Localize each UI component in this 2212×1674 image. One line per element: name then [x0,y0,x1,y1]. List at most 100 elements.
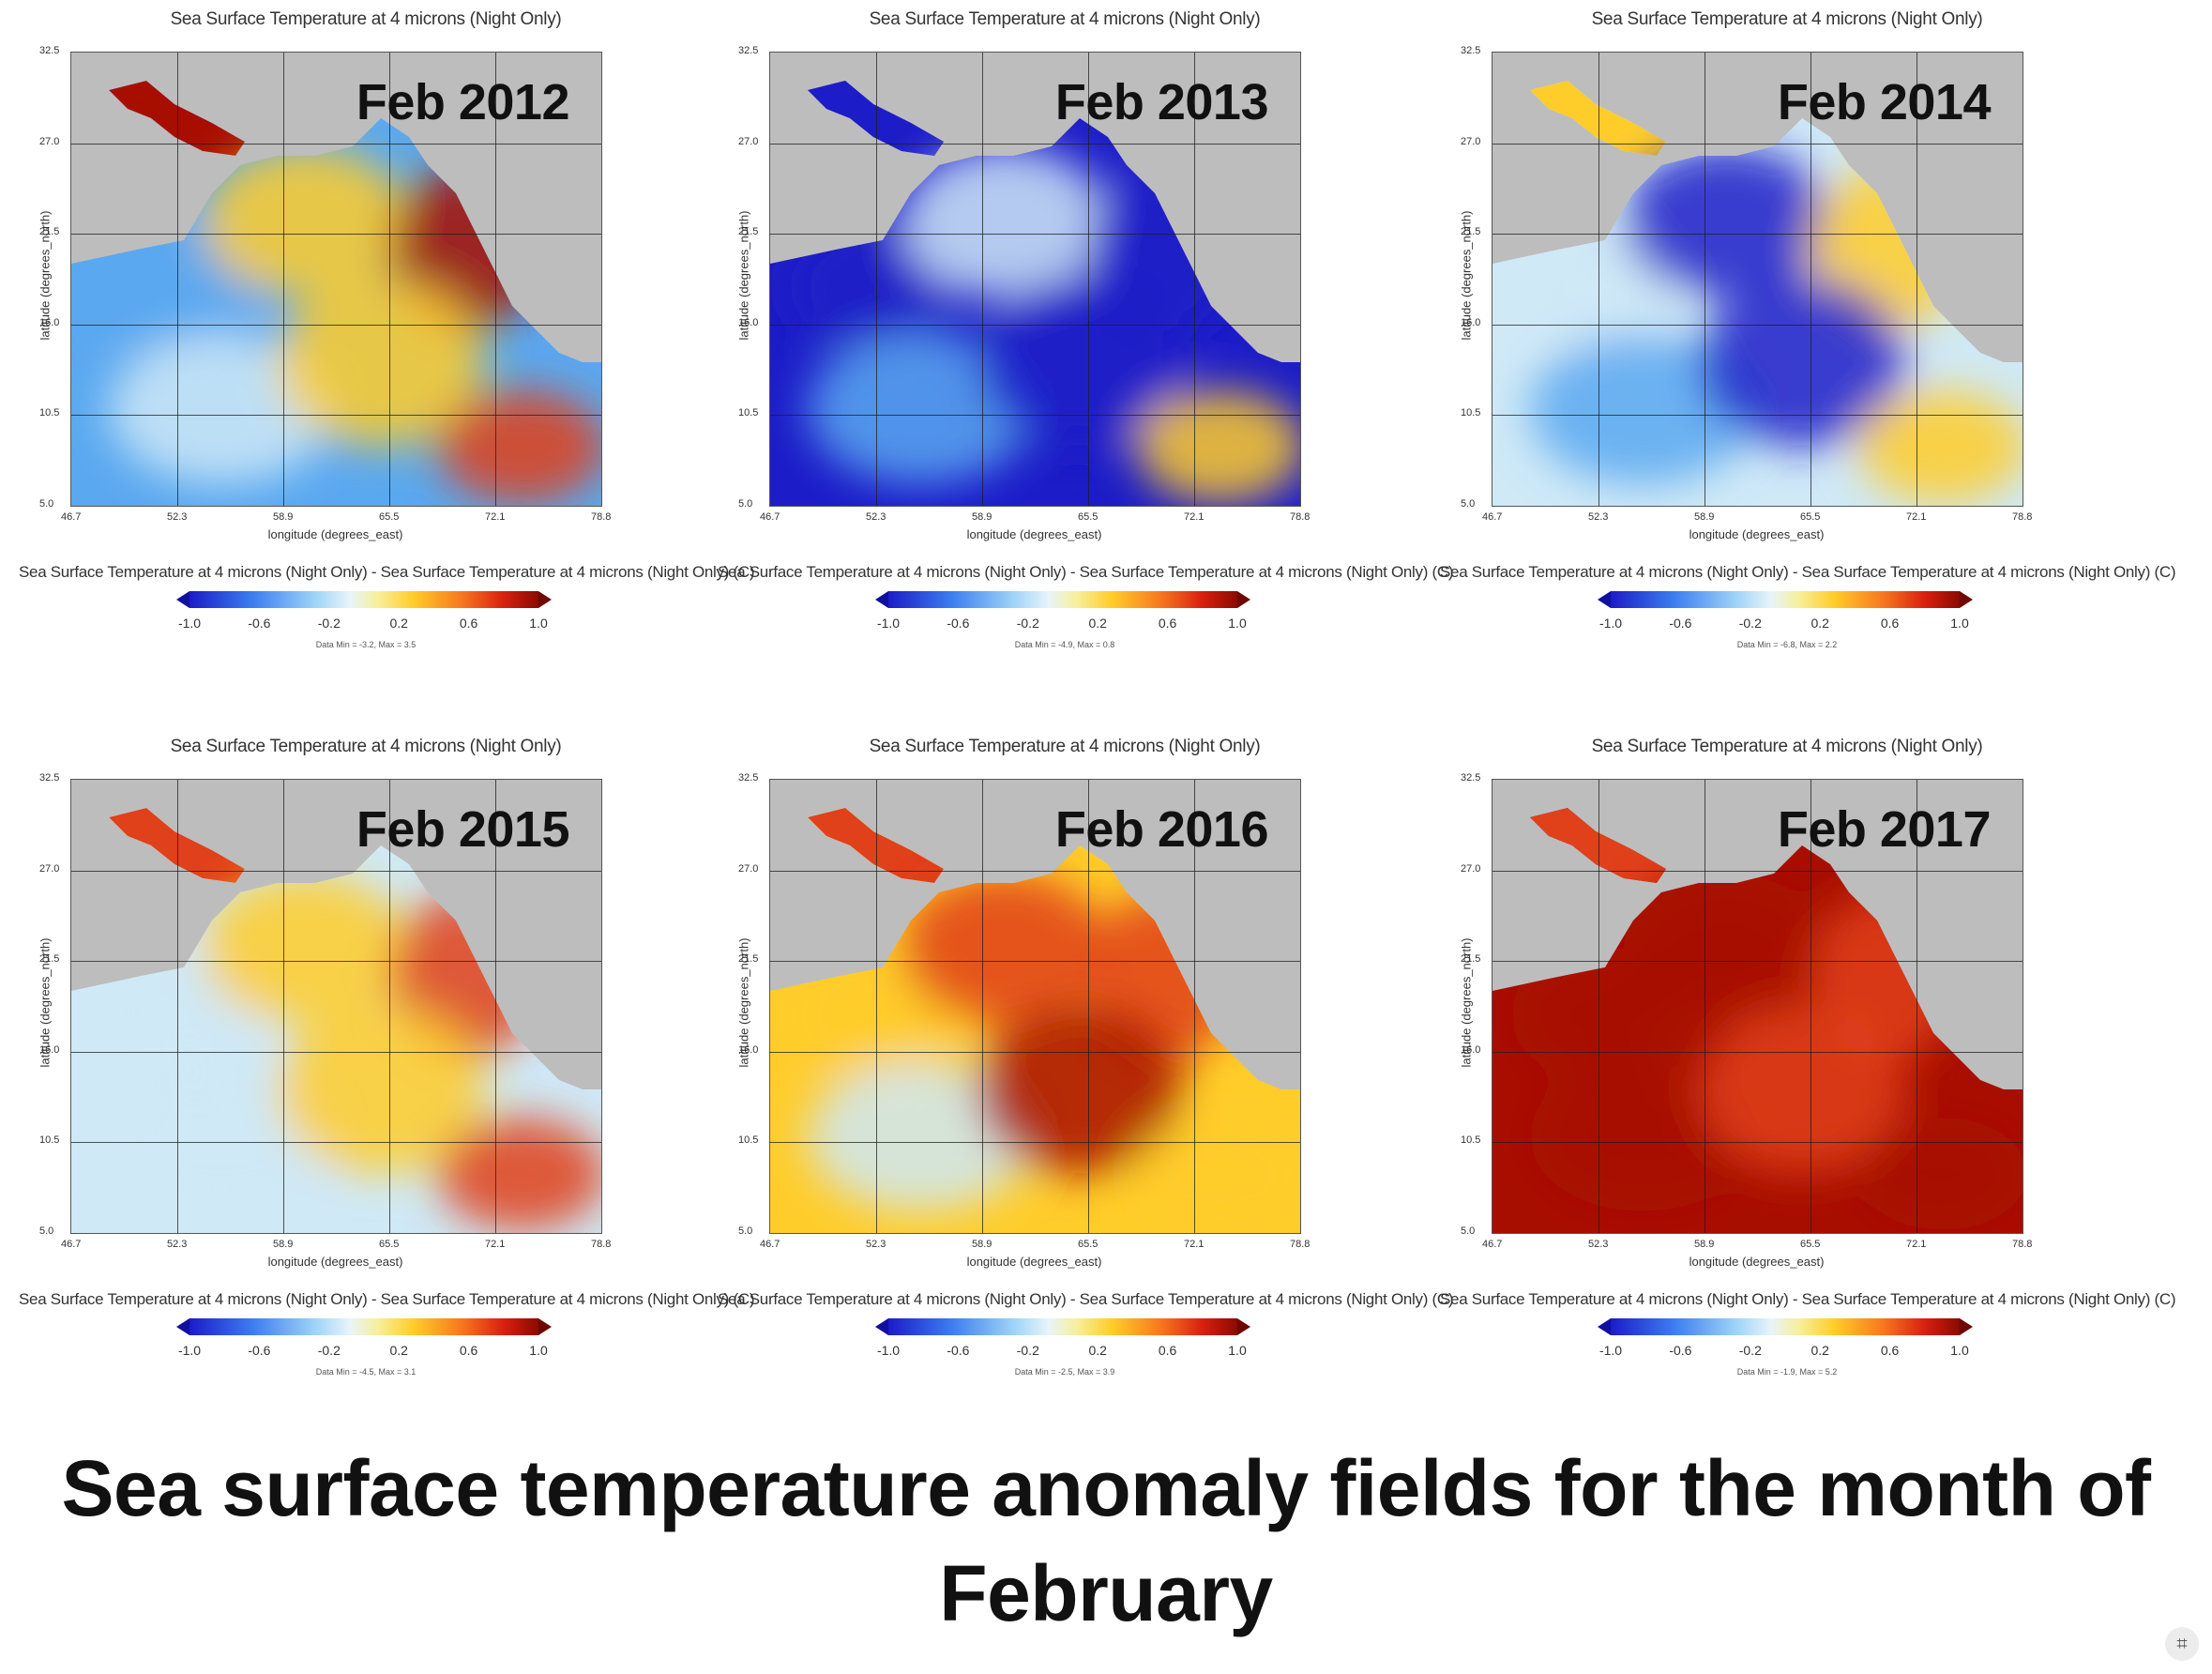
colorbar-tick-label: -1.0 [1598,616,1623,631]
gridline [1088,780,1089,1233]
lon-tick-label: 58.9 [972,1239,992,1250]
colorbar-gradient [1611,1318,1960,1335]
lat-tick-label: 5.0 [1461,1225,1476,1237]
lat-tick-label: 10.5 [1461,1134,1481,1147]
lat-tick-label: 21.5 [1461,226,1481,238]
persian-gulf-anomaly [808,808,944,883]
gridline [770,415,1300,417]
anomaly-patch [203,146,409,297]
lon-tick-label: 65.5 [1800,1239,1821,1250]
colorbar-tick-label: 0.2 [389,616,408,631]
lon-tick-label: 72.1 [1906,1239,1927,1250]
anomaly-patch [901,874,1108,1024]
sst-field [1492,808,2023,1233]
y-axis-label: latitude (degrees_north) [38,210,53,341]
y-axis-label: latitude (degrees_north) [736,937,751,1068]
map-title: Sea Surface Temperature at 4 microns (Ni… [1591,9,1983,29]
lon-tick-label: 65.5 [379,511,400,523]
map-panel: Sea Surface Temperature at 4 microns (Ni… [718,9,1453,685]
gridline [389,53,390,506]
colorbar-tick-label: -0.6 [947,1343,970,1358]
gridline [71,234,601,236]
anomaly-patch [1136,390,1300,503]
gridline [770,870,1300,872]
gridline [495,780,496,1233]
colorbar-min-arrow [176,591,189,608]
colorbar-tick-label: -1.0 [177,1343,202,1358]
text-scan-icon[interactable]: ⌗ [2165,1627,2199,1661]
lon-tick-label: 46.7 [1482,511,1503,523]
colorbar [176,589,552,610]
lat-tick-label: 10.5 [39,1134,60,1147]
colorbar [875,589,1250,610]
colorbar [176,1316,552,1337]
anomaly-patch [977,278,1183,447]
colorbar-min-arrow [176,1318,189,1335]
gridline [876,780,877,1233]
lon-tick-label: 65.5 [379,1239,400,1250]
colorbar [1598,589,1973,610]
anomaly-patch [1136,1118,1300,1230]
lat-tick-label: 21.5 [39,226,60,238]
anomaly-patch [1699,278,1905,447]
persian-gulf-anomaly [109,808,245,883]
lat-tick-label: 32.5 [1461,45,1481,56]
lon-tick-label: 58.9 [972,511,992,523]
colorbar-min-arrow [1598,591,1611,608]
colorbar-gradient [888,591,1237,608]
persian-gulf-anomaly [1530,81,1666,156]
gridline [770,234,1300,236]
colorbar-tick-label: 0.6 [459,1343,478,1358]
anomaly-patch [203,874,409,1024]
colorbar [875,1316,1250,1337]
lat-tick-label: 10.5 [738,1134,759,1147]
gridline [71,324,601,326]
map-title: Sea Surface Temperature at 4 microns (Ni… [869,9,1261,29]
lon-tick-label: 58.9 [273,511,294,523]
lon-tick-label: 46.7 [760,1239,780,1250]
persian-gulf-anomaly [1530,808,1666,883]
colorbar-max-arrow [538,1318,552,1335]
colorbar-title: Sea Surface Temperature at 4 microns (Ni… [19,1290,755,1308]
data-min-max: Data Min = -4.9, Max = 0.8 [1014,640,1115,649]
lat-tick-label: 21.5 [1461,953,1481,966]
gridline [71,961,601,963]
anomaly-patch [1699,1005,1905,1174]
colorbar-min-arrow [1598,1318,1611,1335]
lon-tick-label: 72.1 [485,1239,506,1250]
anomaly-patch [109,334,334,484]
colorbar-max-arrow [1237,1318,1250,1335]
caption-line-2: February [939,1549,1273,1637]
lat-tick-label: 32.5 [39,45,60,56]
colorbar-tick-label: -1.0 [876,616,901,631]
colorbar-tick-label: -0.2 [1738,1343,1762,1358]
gridline [283,780,284,1233]
colorbar-tick-label: 0.6 [1158,616,1177,631]
lat-tick-label: 16.0 [738,316,759,328]
gridline [1492,415,2023,417]
map-panel: Sea Surface Temperature at 4 microns (Ni… [19,737,755,1412]
colorbar-tick-label: -0.6 [248,1343,271,1358]
sst-anomaly-map: Feb 2013 [769,52,1301,507]
gridline [177,780,178,1233]
x-axis-label: longitude (degrees_east) [267,527,403,541]
colorbar-gradient [189,1318,538,1335]
anomaly-patch [109,1061,334,1211]
colorbar-tick-label: -0.6 [248,616,271,631]
gridline [876,53,877,506]
gridline [1492,324,2023,326]
anomaly-patch [808,334,1033,484]
gridline [770,961,1300,963]
sst-field [1492,81,2023,506]
lon-tick-label: 46.7 [760,511,780,523]
gridline [71,1051,601,1053]
colorbar-tick-label: 1.0 [529,1343,548,1358]
colorbar [1598,1316,1973,1337]
anomaly-patch [1858,390,2023,503]
caption-line-1: Sea surface temperature anomaly fields f… [61,1444,2151,1532]
lon-tick-label: 52.3 [1588,511,1609,523]
data-min-max: Data Min = -2.5, Max = 3.9 [1014,1367,1115,1377]
anomaly-patch [278,278,484,447]
lon-tick-label: 72.1 [1184,1239,1204,1250]
gridline [1492,143,2023,145]
